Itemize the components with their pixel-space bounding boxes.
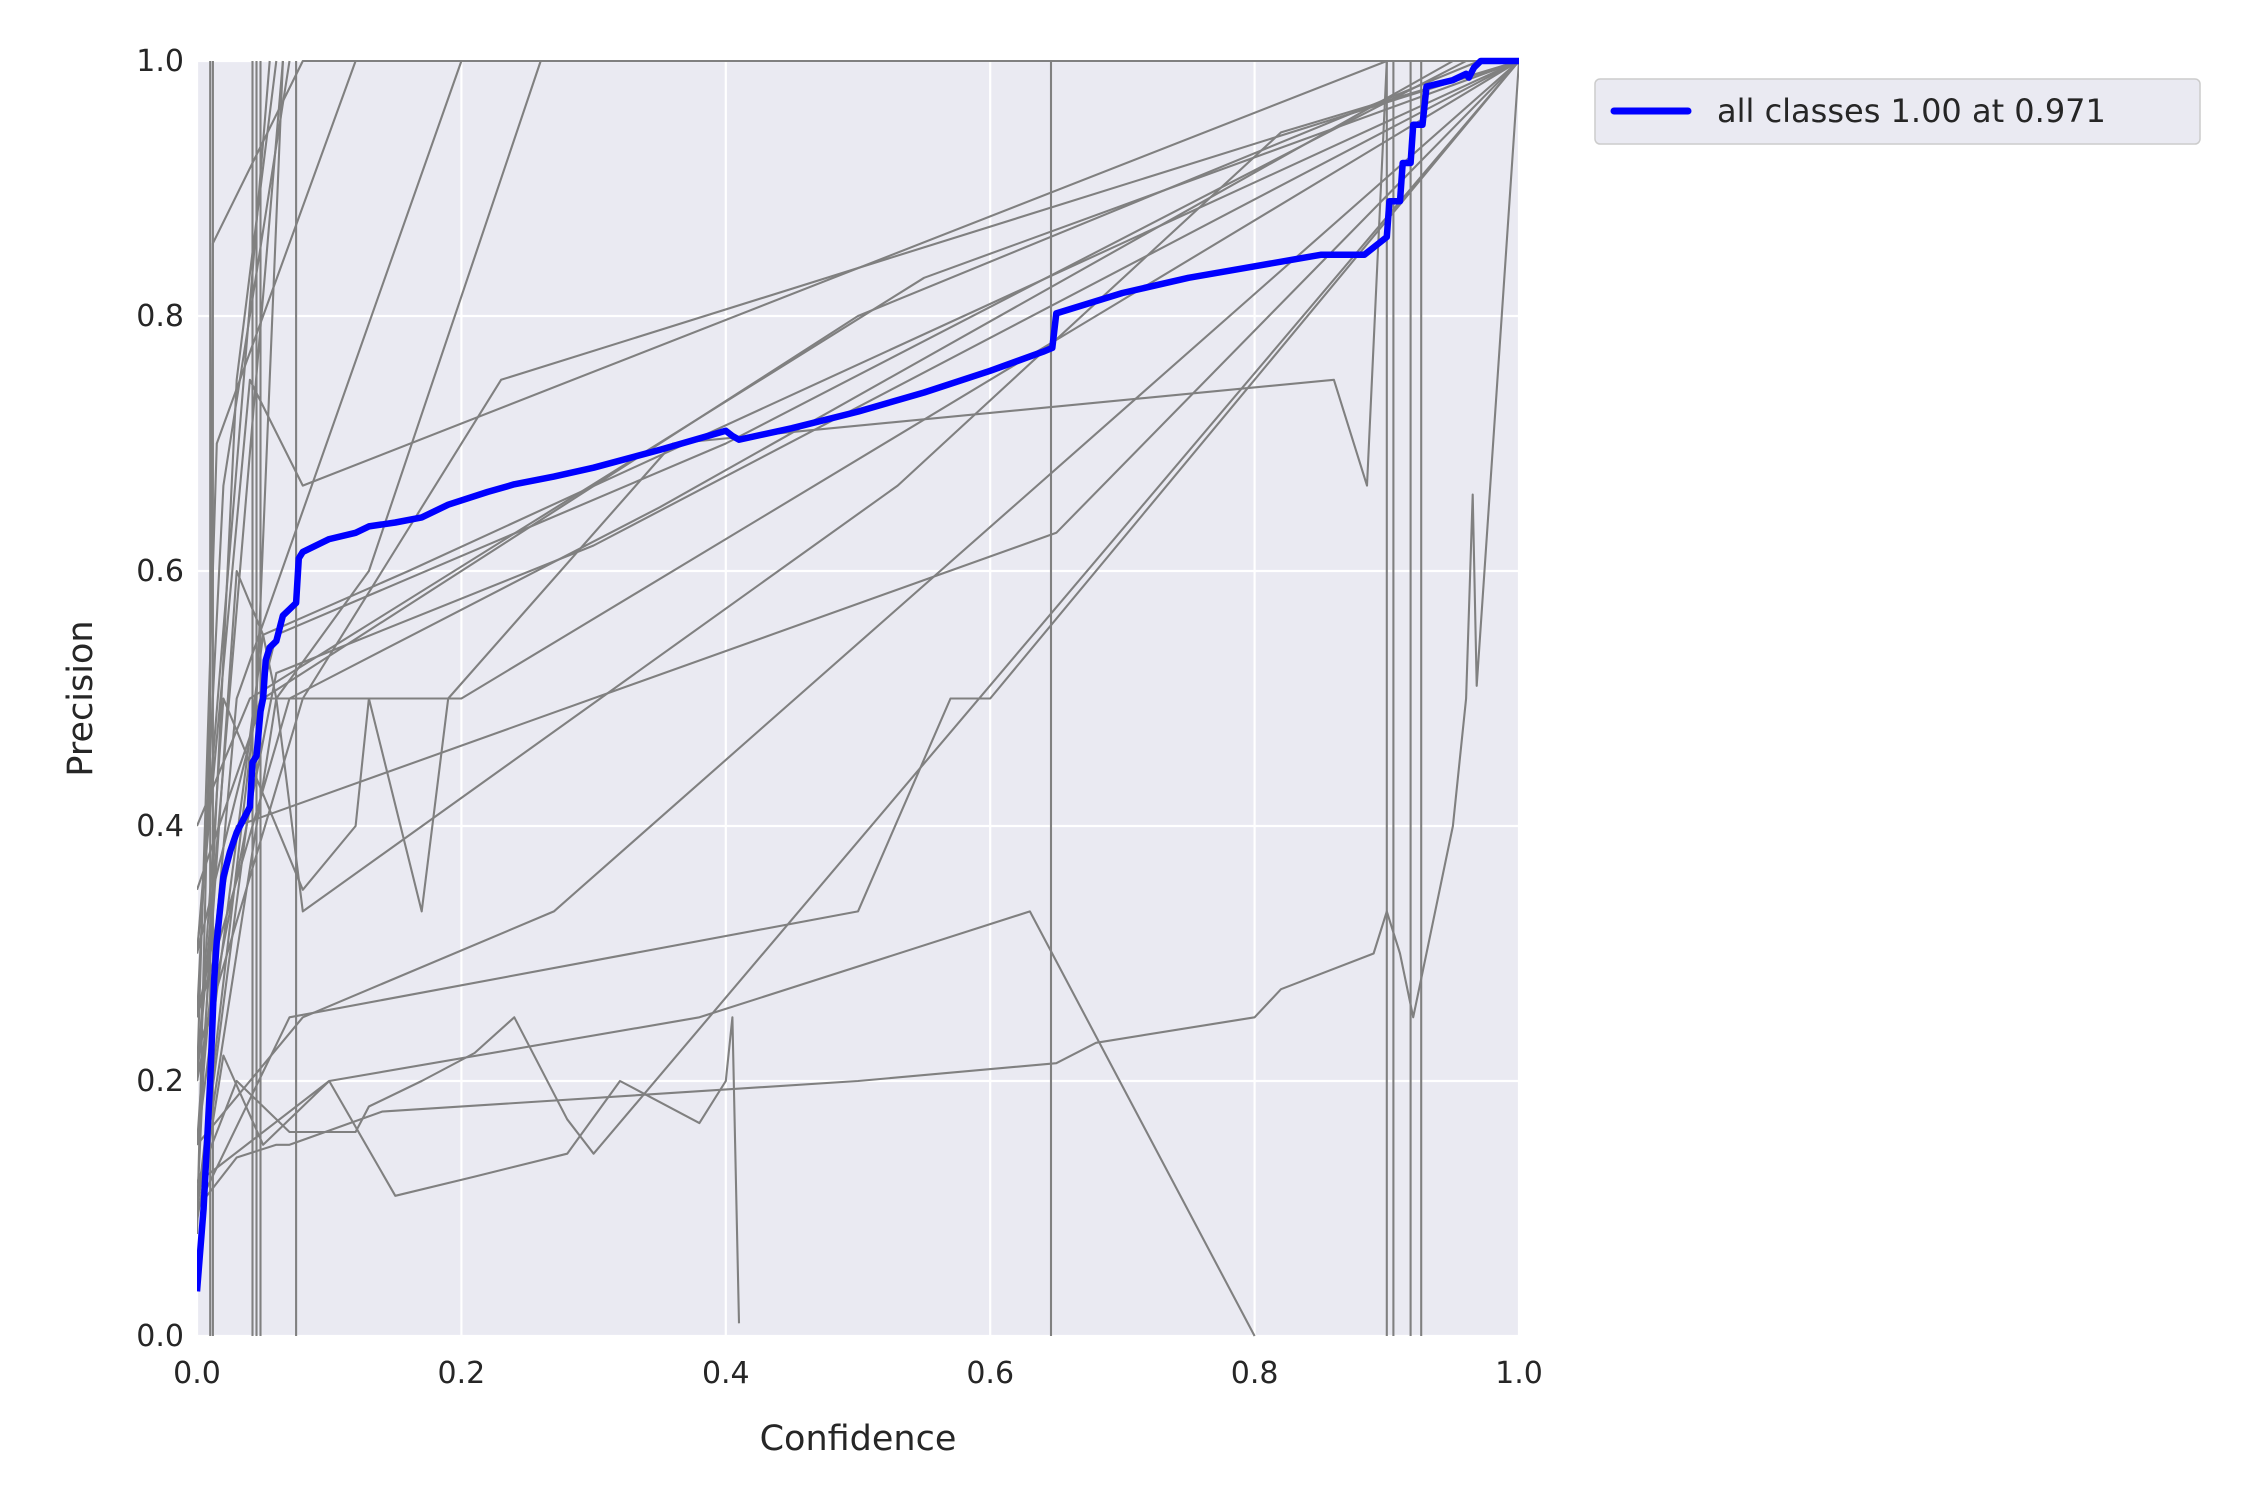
y-tick-label: 0.8 [136,299,184,334]
y-tick-label: 1.0 [136,44,184,79]
class-line [197,60,1467,954]
x-tick-label: 1.0 [1495,1356,1543,1391]
legend-box [1594,78,2201,145]
y-tick-label: 0.6 [136,554,184,589]
y-tick-label: 0.0 [136,1319,184,1354]
class-line [197,59,1519,1056]
y-tick-label: 0.2 [136,1064,184,1099]
y-tick-label: 0.4 [136,809,184,844]
tick-labels: 0.0 0.2 0.4 0.6 0.8 1.0 0.0 0.2 0.4 0.6 0.8 1.0 [136,44,1543,1391]
x-tick-label: 0.4 [702,1356,750,1391]
all-classes-line [197,57,1519,1292]
x-axis-title: Confidence [760,1419,957,1459]
class-line [197,910,1256,1337]
x-tick-label: 0.6 [966,1356,1014,1391]
class-line [197,59,1519,1082]
class-line [197,60,284,1082]
class-line [197,60,271,954]
x-tick-label: 0.2 [438,1356,486,1391]
x-tick-label: 0.0 [173,1356,221,1391]
series-lines [197,57,1519,1337]
class-line [197,60,1519,1210]
legend: all classes 1.00 at 0.971 [1594,78,2201,145]
class-line [197,60,542,1209]
class-line [197,60,1519,1209]
class-line [197,60,1519,1184]
class-line [197,60,1519,1209]
x-tick-label: 0.8 [1231,1356,1279,1391]
y-axis-title: Precision [61,620,101,776]
legend-label: all classes 1.00 at 0.971 [1717,92,2106,130]
class-line [197,59,1519,1145]
class-line [197,60,1519,1145]
class-line [197,60,1519,1146]
class-line [197,60,1454,1018]
